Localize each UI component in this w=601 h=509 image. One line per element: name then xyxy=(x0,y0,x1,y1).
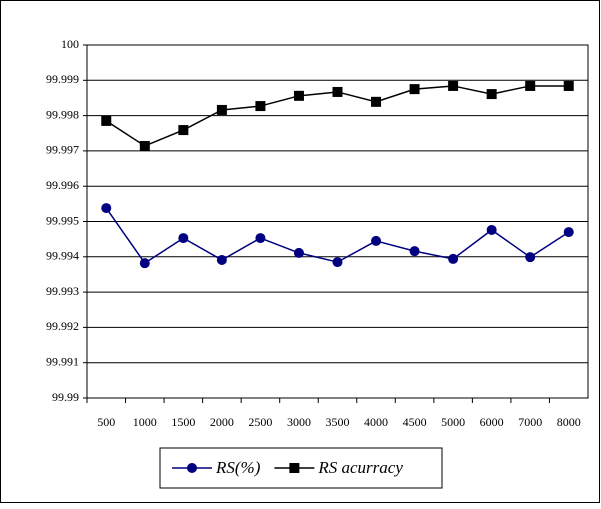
point xyxy=(525,80,536,91)
point xyxy=(332,257,343,268)
x-tick-label: 4000 xyxy=(364,415,388,429)
point xyxy=(293,247,304,258)
legend-label: RS acurracy xyxy=(317,458,403,477)
legend-label: RS(%) xyxy=(215,458,261,477)
point xyxy=(371,96,382,107)
point xyxy=(293,90,304,101)
point xyxy=(409,84,420,95)
point xyxy=(563,227,574,238)
point xyxy=(101,203,112,214)
point xyxy=(255,233,266,244)
point xyxy=(332,86,343,97)
point xyxy=(139,140,150,151)
y-tick-label: 99.995 xyxy=(46,213,79,227)
point xyxy=(448,253,459,264)
y-tick-label: 99.991 xyxy=(46,354,79,368)
point xyxy=(486,89,497,100)
point xyxy=(178,125,189,136)
x-tick-label: 1500 xyxy=(171,415,195,429)
legend-marker xyxy=(187,463,197,473)
y-tick-label: 99.997 xyxy=(46,143,79,157)
point xyxy=(139,258,150,269)
y-tick-label: 99.992 xyxy=(46,319,79,333)
y-tick-label: 99.999 xyxy=(46,72,79,86)
x-tick-label: 2000 xyxy=(210,415,234,429)
y-tick-label: 99.998 xyxy=(46,107,79,121)
y-tick-label: 99.996 xyxy=(46,178,79,192)
point xyxy=(178,233,189,244)
legend-marker xyxy=(289,463,300,473)
point xyxy=(563,80,574,91)
y-tick-label: 100 xyxy=(61,37,79,51)
y-tick-label: 99.99 xyxy=(52,390,79,404)
point xyxy=(409,246,420,257)
x-tick-label: 5000 xyxy=(441,415,465,429)
point xyxy=(216,254,227,265)
point xyxy=(101,115,112,126)
x-tick-label: 7000 xyxy=(518,415,542,429)
x-tick-label: 8000 xyxy=(557,415,581,429)
x-tick-label: 3500 xyxy=(326,415,350,429)
x-tick-label: 1000 xyxy=(133,415,157,429)
point xyxy=(216,104,227,115)
x-tick-label: 6000 xyxy=(480,415,504,429)
point xyxy=(486,224,497,235)
y-tick-label: 99.994 xyxy=(46,249,79,263)
x-tick-label: 3000 xyxy=(287,415,311,429)
point xyxy=(448,80,459,91)
point xyxy=(255,101,266,112)
y-tick-label: 99.993 xyxy=(46,284,79,298)
point xyxy=(525,252,536,263)
x-tick-label: 2500 xyxy=(248,415,272,429)
point xyxy=(371,235,382,246)
x-tick-label: 4500 xyxy=(403,415,427,429)
x-tick-label: 500 xyxy=(97,415,115,429)
